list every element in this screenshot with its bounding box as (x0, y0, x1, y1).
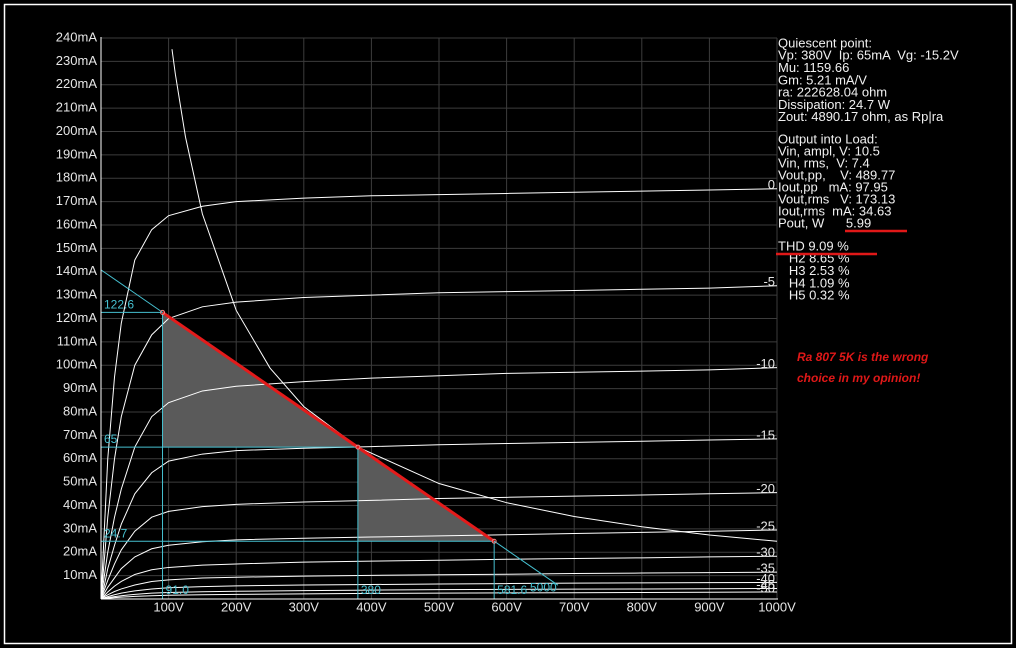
curve-label: -15 (756, 427, 775, 442)
info-line: Mu: 1159.66 (778, 60, 849, 75)
curve-label: -30 (756, 545, 775, 560)
x-tick-label: 100V (153, 599, 184, 614)
info-line: Pout, W 5.99 (778, 215, 871, 230)
info-line: Vin, ampl, V: 10.5 (778, 143, 880, 158)
info-line: Vout,rms V: 173.13 (778, 191, 895, 206)
annotation: choice in my opinion! (797, 371, 920, 385)
x-tick-label: 300V (289, 599, 320, 614)
y-tick-label: 40mA (63, 497, 97, 512)
plate-curve (100, 188, 778, 600)
y-tick-label: 190mA (56, 146, 98, 161)
curve-label: -50 (756, 580, 775, 595)
y-tick-label: 110mA (57, 333, 98, 348)
operating-point (355, 444, 361, 450)
y-tick-label: 120mA (56, 310, 98, 325)
curve-label: 0 (768, 177, 775, 192)
operating-line (161, 311, 496, 543)
frame (3, 3, 1013, 645)
plate-curve (100, 581, 778, 600)
y-tick-label: 160mA (56, 216, 98, 231)
y-tick-label: 20mA (63, 544, 97, 559)
info-line: Zout: 4890.17 ohm, as Rp|ra (778, 109, 944, 124)
y-tick-label: 170mA (56, 193, 98, 208)
x-tick-label: 200V (221, 599, 252, 614)
y-tick-label: 10mA (63, 567, 97, 582)
guide-y-label: 65 (104, 432, 118, 446)
plate-curve (100, 367, 778, 600)
curve-label: -35 (756, 561, 775, 576)
info-line: H4 1.09 % (778, 275, 850, 290)
y-tick-label: 200mA (56, 123, 98, 138)
plate-curve (100, 587, 778, 600)
y-tick-label: 100mA (56, 357, 98, 372)
curve-label: -40 (756, 571, 775, 586)
curves (100, 49, 778, 600)
load-line-label: 5000 (530, 580, 557, 594)
y-tick-label: 70mA (63, 427, 97, 442)
x-tick-label: 400V (356, 599, 387, 614)
x-tick-label: 800V (627, 599, 658, 614)
curve-label: -45 (756, 577, 775, 592)
plate-curve (100, 492, 778, 600)
plate-curve (100, 438, 778, 600)
info-line: H3 2.53 % (778, 263, 850, 278)
info-line: Dissipation: 24.7 W (778, 97, 891, 112)
guide-x-label: 380 (361, 583, 381, 597)
y-tick-label: 230mA (56, 53, 98, 68)
info-line: Iout,rms mA: 34.63 (778, 203, 891, 218)
curve-label: -25 (756, 518, 775, 533)
x-tick-label: 1000V (758, 599, 796, 614)
y-tick-label: 60mA (63, 450, 97, 465)
y-tick-label: 30mA (63, 520, 97, 535)
info-line: Vin, rms, V: 7.4 (778, 155, 870, 170)
y-tick-label: 210mA (56, 100, 98, 115)
plate-curve (100, 571, 778, 600)
info-line: Gm: 5.21 mA/V (778, 72, 867, 87)
y-tick-label: 140mA (56, 263, 98, 278)
y-tick-label: 220mA (56, 76, 98, 91)
guide-y-label: 122.6 (104, 298, 134, 312)
y-tick-label: 150mA (56, 240, 98, 255)
labels: 10mA 20mA 30mA 40mA 50mA 60mA 70mA 80mA 90mA 100m… (56, 29, 959, 614)
info-line: H5 0.32 % (778, 288, 850, 303)
curve-label: -10 (756, 356, 775, 371)
guide-x-label: 91.0 (166, 583, 190, 597)
info-line: Output into Load: (778, 131, 878, 146)
plate-curve (100, 285, 778, 600)
info-line: THD 9.09 % (778, 238, 849, 253)
x-tick-label: 500V (424, 599, 455, 614)
x-tick-label: 900V (694, 599, 725, 614)
plate-curve (100, 591, 778, 600)
x-tick-label: 600V (491, 599, 522, 614)
info-line: ra: 222628.04 ohm (778, 85, 887, 100)
curve-label: -20 (756, 481, 775, 496)
operating-point (491, 538, 497, 544)
info-line: Quiescent point: (778, 35, 872, 50)
guide-y-label: 24.7 (104, 526, 128, 540)
curve-label: -5 (763, 274, 775, 289)
y-tick-label: 130mA (56, 287, 98, 302)
plate-curve (100, 555, 778, 600)
y-tick-label: 180mA (56, 170, 98, 185)
y-tick-label: 240mA (56, 29, 98, 44)
guide-x-label: 581.6 (497, 583, 527, 597)
y-tick-label: 80mA (63, 403, 97, 418)
y-tick-label: 50mA (63, 474, 97, 489)
operating-point (160, 309, 166, 315)
x-tick-label: 700V (559, 599, 590, 614)
y-tick-label: 90mA (63, 380, 97, 395)
info-line: Iout,pp mA: 97.95 (778, 179, 888, 194)
info-line: Vout,pp, V: 489.77 (778, 167, 895, 182)
annotation: Ra 807 5K is the wrong (797, 350, 929, 364)
guides (100, 269, 559, 599)
info-line: Vp: 380V Ip: 65mA Vg: -15.2V (778, 48, 959, 63)
